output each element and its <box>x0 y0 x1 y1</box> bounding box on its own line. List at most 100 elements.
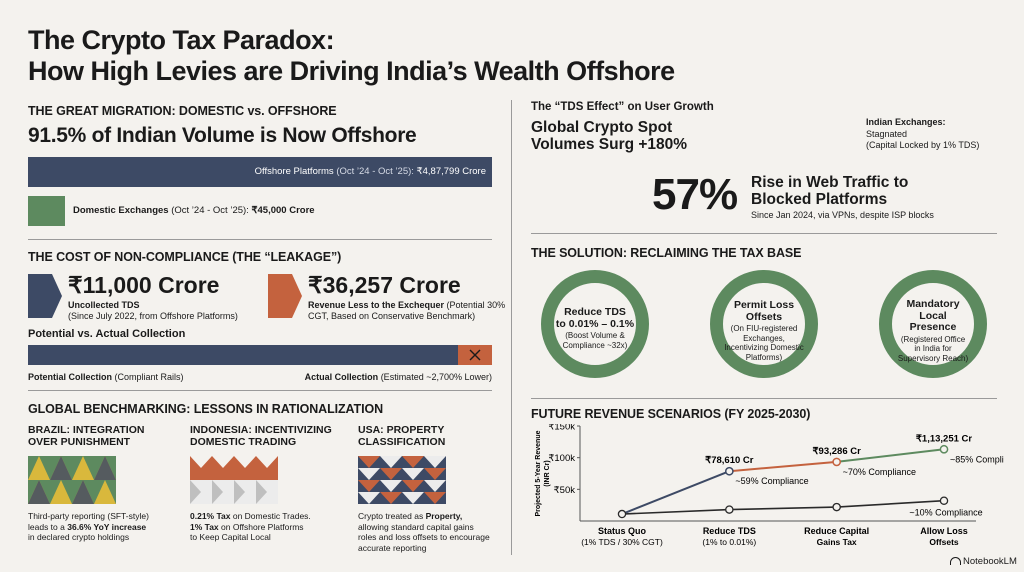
series-reform-point <box>939 444 949 454</box>
solution-c2-h1: Permit Loss <box>733 299 795 311</box>
usa-pattern-icon <box>358 456 446 504</box>
divider <box>531 233 997 234</box>
x-category-label: Reduce Capital <box>804 526 869 536</box>
solution-circle-loss-offsets: Permit Loss Offsets (On FIU-registered E… <box>710 270 818 378</box>
brand-name: NotebookLM <box>963 556 1017 567</box>
actual-title: Actual Collection <box>304 372 379 382</box>
uncollected-tds-sub: (Since July 2022, from Offshore Platform… <box>68 311 238 321</box>
indonesia-pattern-icon <box>190 456 278 504</box>
indonesia-text-line1b: on Domestic Trades. <box>230 511 311 521</box>
solution-c3-h1: Mandatory <box>906 298 960 310</box>
revenue-loss-title: Revenue Less to the Exchequer <box>308 300 445 310</box>
indonesia-text-line2b: on Offshore Platforms <box>218 521 304 532</box>
uncollected-tds-value: ₹11,000 Crore <box>68 272 220 298</box>
domestic-label: Domestic Exchanges <box>73 205 169 216</box>
indonesia-title: INDONESIA: INCENTIVIZING DOMESTIC TRADIN… <box>190 424 332 448</box>
indonesia-text-line3: to Keep Capital Local <box>190 532 271 542</box>
usa-text: Crypto treated as Property, allowing sta… <box>358 511 508 553</box>
traffic-title-line2: Blocked Platforms <box>751 190 888 208</box>
usa-text-line3: roles and loss offsets to encourage <box>358 532 490 542</box>
x-category-sublabel: Gains Tax <box>817 537 857 547</box>
compliance-note: ~10% Compliance <box>909 508 982 518</box>
revenue-loss-sub: (Potential 30% CGT, Based on Conservativ… <box>308 300 506 321</box>
solution-circle-reduce-tds-text: Reduce TDS to 0.01% – 0.1% (Boost Volume… <box>554 306 636 350</box>
brazil-pattern-icon <box>28 456 116 504</box>
potential-label: Potential Collection (Compliant Rails) <box>28 372 184 383</box>
brazil-title-line2: OVER PUNISHMENT <box>28 436 131 448</box>
potential-title: Potential Collection <box>28 372 113 382</box>
uncollected-tds-label: Uncollected TDS <box>68 300 140 310</box>
x-category-sublabel: (1% TDS / 30% CGT) <box>581 537 663 547</box>
indonesia-text-line1: 0.21% Tax on Domestic Trades. <box>190 511 340 522</box>
brazil-text-line3: in declared crypto holdings <box>28 532 130 542</box>
usa-title-line1: USA: PROPERTY <box>358 424 445 436</box>
x-category-label: Reduce TDS <box>703 526 756 536</box>
pva-heading: Potential vs. Actual Collection <box>28 328 186 340</box>
traffic-percent: 57% <box>652 170 738 219</box>
offshore-bar: Offshore Platforms (Oct ’24 - Oct ’25): … <box>28 157 492 187</box>
series-baseline-point <box>939 496 949 505</box>
x-category-sublabel: (1% to 0.01%) <box>702 537 756 547</box>
offshore-bar-label: Offshore Platforms (Oct ’24 - Oct ’25): … <box>255 166 486 177</box>
brazil-text-line2b: 36.6% YoY increase <box>67 521 147 532</box>
solution-c3-s2: in India for <box>914 344 952 353</box>
series-baseline-segment <box>729 506 837 511</box>
indonesia-text-line2: 1% Tax on Offshore Platforms <box>190 522 340 533</box>
usa-text-line1: Crypto treated as Property, <box>358 511 508 522</box>
leakage-heading: THE COST OF NON-COMPLIANCE (THE “LEAKAGE… <box>28 250 342 264</box>
usa-text-line2: allowing standard capital gains <box>358 521 474 532</box>
migration-headline: 91.5% of Indian Volume is Now Offshore <box>28 124 417 147</box>
solution-c3-h3: Presence <box>909 321 957 333</box>
series-reform-point <box>724 466 734 476</box>
revenue-loss-value: ₹36,257 Crore <box>308 272 461 298</box>
series-baseline-point <box>725 505 734 514</box>
solution-c1-h1: Reduce TDS <box>564 306 626 318</box>
revenue-loss-label: Revenue Less to the Exchequer (Potential… <box>308 300 508 322</box>
actual-label: Actual Collection (Estimated ~2,700% Low… <box>305 372 492 383</box>
brazil-text: Third-party reporting (SFT-style) leads … <box>28 511 178 543</box>
revenue-scenarios-chart: Projected 5-Year Revenue (INR Cr)₹50k ₹100… <box>535 424 1004 547</box>
series-reform-segment <box>729 460 837 473</box>
brazil-title-line1: BRAZIL: INTEGRATION <box>28 424 145 436</box>
potential-bar <box>28 345 492 365</box>
solution-c3-h2: Local <box>919 309 947 322</box>
series-baseline-segment <box>836 499 945 508</box>
usa-text-line1a: Crypto treated as <box>358 511 426 521</box>
global-volumes: Global Crypto Spot Volumes Surg +180% <box>531 119 687 153</box>
indian-exchanges-line2: Stagnated <box>866 128 908 139</box>
notebooklm-logo-icon <box>950 557 961 565</box>
divider <box>28 390 492 391</box>
solution-circle-local-presence: Mandatory Local Presence (Registered Off… <box>879 270 987 378</box>
domestic-bar <box>28 196 65 226</box>
compliance-note: ~70% Compliance <box>843 467 916 477</box>
solution-c2-s4: Platforms) <box>745 352 783 362</box>
title-line-1: The Crypto Tax Paradox: <box>28 25 335 55</box>
domestic-bar-label: Domestic Exchanges (Oct ’24 - Oct ’25): … <box>73 205 315 216</box>
solution-circle-reduce-tds: Reduce TDS to 0.01% – 0.1% (Boost Volume… <box>541 270 649 378</box>
brazil-text-line2: leads to a 36.6% YoY increase <box>28 522 178 533</box>
offshore-period: (Oct ’24 - Oct ’25): <box>333 166 417 177</box>
brand-footer: NotebookLM <box>950 556 1017 567</box>
page-title: The Crypto Tax Paradox: How High Levies … <box>28 25 788 87</box>
y-axis-label: Projected 5-Year Revenue <box>535 430 542 516</box>
usa-title: USA: PROPERTY CLASSIFICATION <box>358 424 445 448</box>
indian-exchanges: Indian Exchanges: Stagnated (Capital Loc… <box>866 117 979 152</box>
solution-c2-s1: (On FIU-registered <box>730 324 798 333</box>
solution-c1-s1: (Boost Volume & <box>565 331 625 340</box>
indonesia-title-line1: INDONESIA: INCENTIVIZING <box>190 424 332 436</box>
x-category-sublabel: Offsets <box>929 537 959 547</box>
indonesia-title-line2: DOMESTIC TRADING <box>190 436 297 448</box>
solution-c3-s1: (Registered Office <box>900 334 966 344</box>
divider <box>531 398 997 399</box>
y-tick-label: ₹100k <box>548 453 575 464</box>
global-volumes-line1: Global Crypto Spot <box>531 119 673 136</box>
x-category-label: Allow Loss <box>920 526 968 536</box>
series-baseline-segment <box>621 508 730 515</box>
global-volumes-line2: Volumes Surg +180% <box>531 136 688 153</box>
tds-chevron-icon <box>28 274 62 318</box>
series-baseline-point <box>832 502 841 512</box>
brazil-text-line1: Third-party reporting (SFT-style) <box>28 511 149 521</box>
offshore-value: ₹4,87,799 Crore <box>416 166 486 177</box>
solution-c2-s3: Incentivizing Domestic <box>724 343 804 352</box>
indonesia-text-line1a: 0.21% Tax <box>190 511 231 521</box>
